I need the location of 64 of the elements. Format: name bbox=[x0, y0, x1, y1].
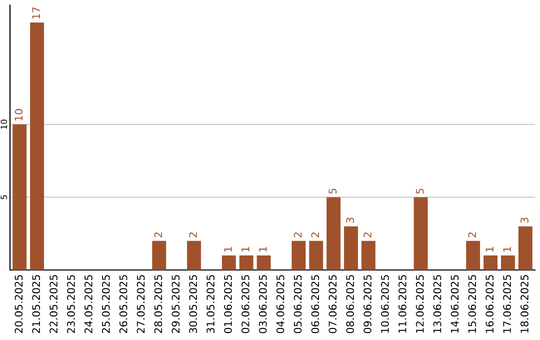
x-tick-label: 16.06.2025 bbox=[486, 275, 494, 333]
data-label: 17 bbox=[32, 7, 40, 19]
x-tick-label: 06.06.2025 bbox=[311, 275, 320, 334]
bar bbox=[361, 240, 376, 270]
bar bbox=[466, 240, 480, 270]
x-tick-label: 07.06.2025 bbox=[328, 275, 337, 334]
x-tick-label: 24.05.2025 bbox=[84, 275, 92, 334]
x-tick-label: 22.05.2025 bbox=[50, 275, 58, 334]
bar bbox=[239, 255, 254, 270]
x-tick-label: 17.06.2025 bbox=[503, 275, 511, 333]
x-tick-label: 01.06.2025 bbox=[224, 275, 232, 334]
data-label: 2 bbox=[294, 232, 302, 238]
bar bbox=[500, 255, 515, 270]
x-tick-label: 11.06.2025 bbox=[398, 275, 406, 333]
data-label: 2 bbox=[189, 232, 197, 238]
x-tick-label: 31.05.2025 bbox=[206, 275, 214, 334]
x-tick-label: 03.06.2025 bbox=[258, 275, 267, 334]
data-label: 2 bbox=[468, 232, 476, 238]
data-label: 1 bbox=[259, 246, 267, 252]
data-label: 2 bbox=[154, 232, 162, 238]
bar bbox=[326, 197, 341, 270]
bar bbox=[187, 240, 201, 270]
x-tick-label: 29.05.2025 bbox=[172, 275, 180, 334]
data-label: 5 bbox=[328, 188, 337, 194]
x-tick-label: 20.05.2025 bbox=[14, 275, 23, 334]
bar bbox=[309, 240, 324, 270]
bar bbox=[484, 255, 498, 270]
data-label: 1 bbox=[503, 246, 511, 252]
bar bbox=[292, 240, 306, 270]
x-tick-label: 14.06.2025 bbox=[450, 275, 459, 333]
x-tick-label: 30.05.2025 bbox=[189, 275, 198, 334]
x-tick-label: 15.06.2025 bbox=[468, 275, 476, 333]
x-tick-label: 26.05.2025 bbox=[119, 275, 128, 334]
x-tick-label: 08.06.2025 bbox=[346, 275, 354, 334]
bar bbox=[222, 255, 236, 270]
data-label: 5 bbox=[416, 188, 424, 194]
bar bbox=[344, 226, 358, 270]
x-tick-label: 28.05.2025 bbox=[154, 275, 162, 334]
bar bbox=[518, 226, 532, 270]
x-tick-label: 12.06.2025 bbox=[416, 275, 424, 333]
x-tick-label: 09.06.2025 bbox=[364, 275, 372, 334]
x-tick-label: 21.05.2025 bbox=[32, 275, 40, 334]
bar bbox=[12, 124, 27, 270]
bar bbox=[152, 240, 166, 270]
x-tick-label: 18.06.2025 bbox=[520, 275, 528, 333]
data-label: 1 bbox=[242, 246, 250, 252]
x-tick-label: 05.06.2025 bbox=[294, 275, 302, 334]
data-label: 2 bbox=[364, 232, 372, 238]
x-tick-label: 04.06.2025 bbox=[276, 275, 284, 334]
bar bbox=[30, 22, 44, 270]
data-label: 1 bbox=[486, 246, 494, 252]
x-tick-label: 02.06.2025 bbox=[241, 275, 250, 334]
x-tick-label: 25.05.2025 bbox=[102, 275, 110, 334]
x-tick-label: 27.05.2025 bbox=[136, 275, 145, 334]
data-label: 3 bbox=[520, 218, 528, 223]
x-tick-label: 23.05.2025 bbox=[67, 275, 75, 334]
bar bbox=[256, 255, 271, 270]
data-label: 1 bbox=[224, 246, 232, 252]
x-tick-label: 13.06.2025 bbox=[433, 275, 442, 333]
bar bbox=[414, 197, 428, 270]
data-label: 10 bbox=[14, 109, 23, 120]
x-tick-label: 10.06.2025 bbox=[381, 275, 389, 333]
data-label: 2 bbox=[311, 232, 319, 238]
data-label: 3 bbox=[346, 218, 354, 223]
